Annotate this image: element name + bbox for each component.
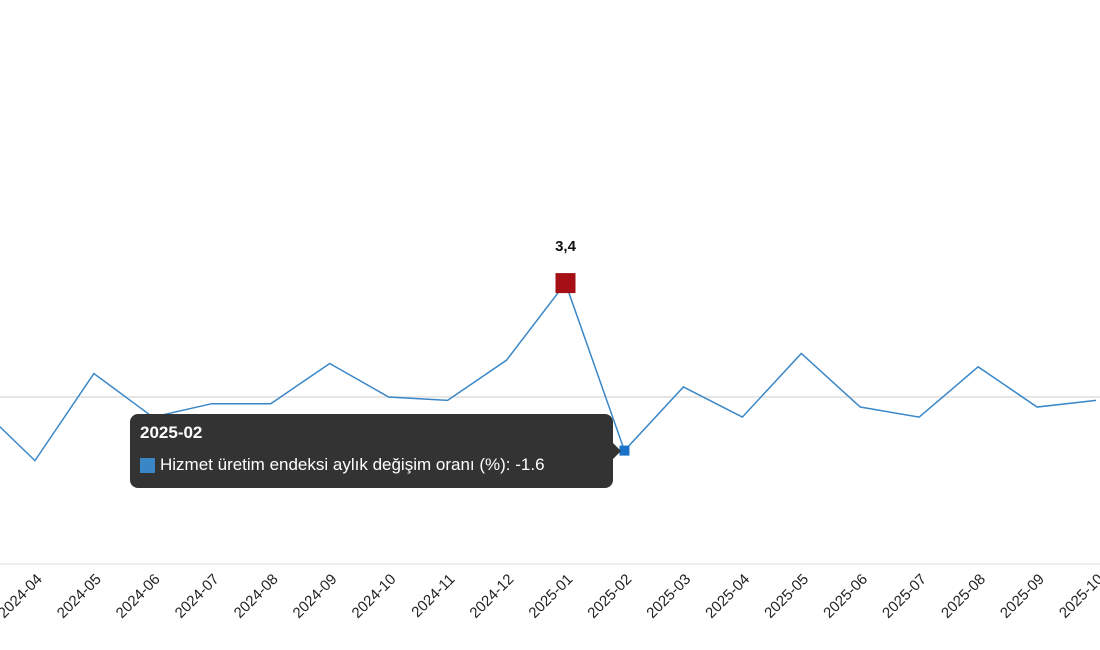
x-tick-label: 2024-12 xyxy=(466,571,517,622)
tooltip-sep: : xyxy=(505,455,516,474)
x-tick-label: 2025-07 xyxy=(879,571,930,622)
active-point-marker[interactable] xyxy=(619,445,630,456)
x-tick-label: 2025-08 xyxy=(938,571,989,622)
x-tick-label: 2024-09 xyxy=(290,571,341,622)
tooltip-title: 2025-02 xyxy=(140,423,203,442)
x-tick-label: 2024-08 xyxy=(231,571,282,622)
x-tick-label: 2025-04 xyxy=(702,571,753,622)
x-tick-label: 2024-05 xyxy=(54,571,105,622)
series-swatch-icon xyxy=(140,457,155,473)
x-tick-label: 2025-02 xyxy=(584,571,635,622)
highlight-marker[interactable] xyxy=(555,273,576,294)
x-tick-label: 2025-05 xyxy=(761,571,812,622)
x-tick-label: 2025-01 xyxy=(525,571,576,622)
x-tick-label: 2025-10 xyxy=(1056,571,1100,622)
x-tick-label: 2025-06 xyxy=(820,571,871,622)
x-tick-label: 2024-07 xyxy=(172,571,223,622)
tooltip-series-label: Hizmet üretim endeksi aylık değişim oran… xyxy=(160,455,506,474)
x-tick-label: 2024-11 xyxy=(408,571,458,621)
x-tick-label: 2025-03 xyxy=(643,571,694,622)
x-tick-label: 2024-04 xyxy=(0,571,46,622)
tooltip-value: -1.6 xyxy=(515,455,545,474)
data-label-highlight: 3,4 xyxy=(555,238,577,255)
x-tick-label: 2025-09 xyxy=(997,571,1048,622)
tooltip-row: Hizmet üretim endeksi aylık değişim oran… xyxy=(140,455,603,475)
x-tick-label: 2024-10 xyxy=(349,571,400,622)
x-tick-label: 2024-06 xyxy=(113,571,164,622)
tooltip: 2025-02 Hizmet üretim endeksi aylık deği… xyxy=(130,414,621,488)
